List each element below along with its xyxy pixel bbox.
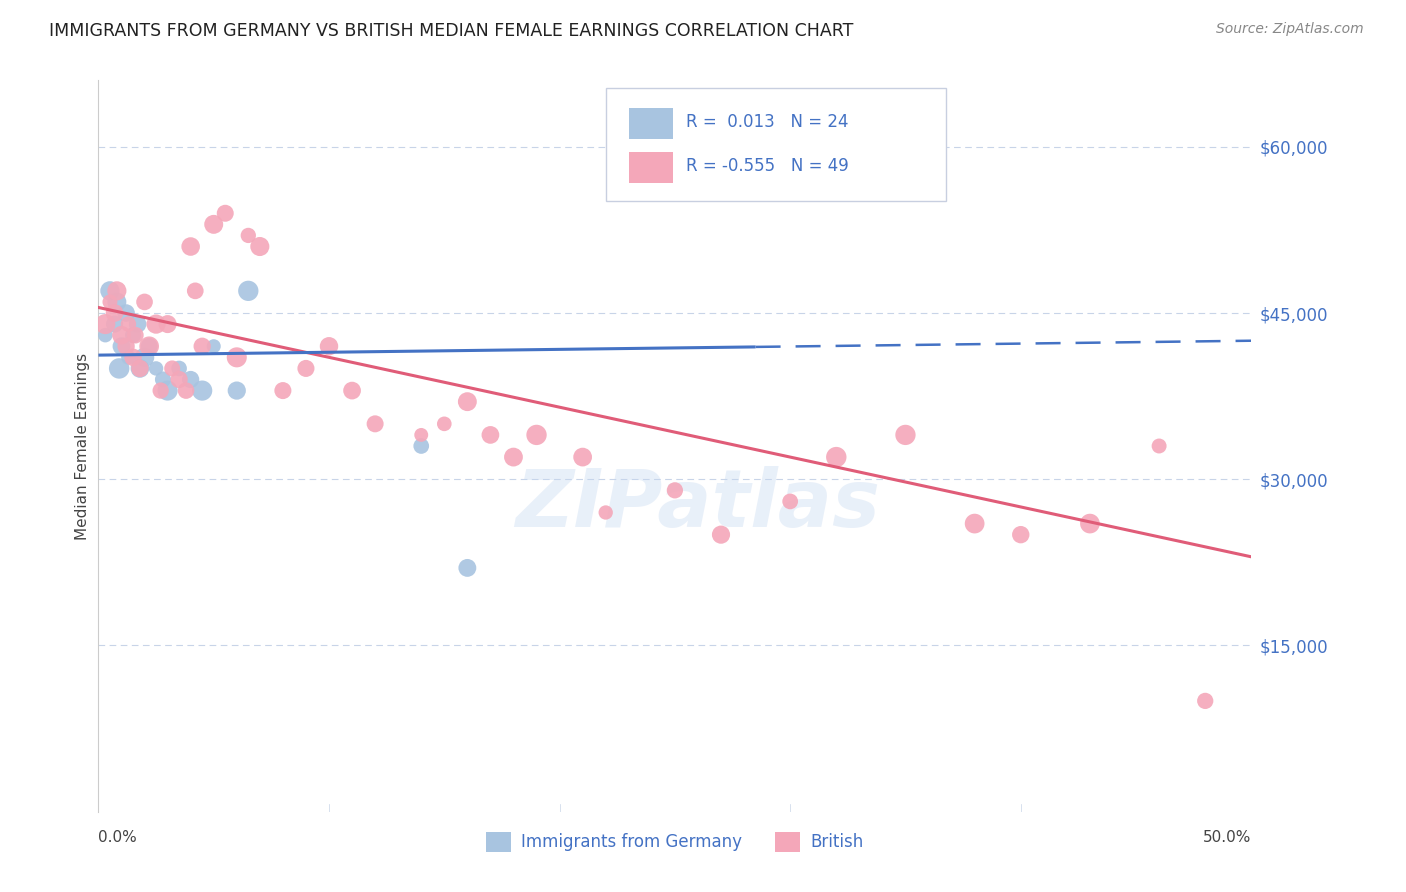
Point [710, 527, 733, 541]
Point [122, 351, 145, 365]
Point [108, 361, 131, 376]
Point [1078, 516, 1101, 531]
Point [779, 494, 801, 508]
Point [103, 306, 125, 320]
Point [156, 384, 179, 398]
Point [160, 361, 183, 376]
Point [105, 284, 128, 298]
Point [1147, 439, 1170, 453]
Point [149, 384, 172, 398]
Point [167, 361, 190, 376]
Point [134, 351, 156, 365]
Point [152, 372, 174, 386]
Point [98, 294, 121, 309]
Point [138, 339, 160, 353]
Text: IMMIGRANTS FROM GERMANY VS BRITISH MEDIAN FEMALE EARNINGS CORRELATION CHART: IMMIGRANTS FROM GERMANY VS BRITISH MEDIA… [49, 22, 853, 40]
Point [963, 516, 986, 531]
Point [129, 361, 152, 376]
Point [94, 328, 117, 343]
Point [115, 306, 138, 320]
Point [145, 361, 167, 376]
Point [249, 239, 271, 253]
Point [115, 339, 138, 353]
Point [105, 294, 128, 309]
Text: ZIPatlas: ZIPatlas [516, 466, 880, 543]
Point [411, 428, 433, 442]
Point [156, 317, 179, 331]
Point [127, 317, 149, 331]
Point [138, 339, 160, 353]
Point [214, 206, 236, 220]
Text: R =  0.013   N = 24: R = 0.013 N = 24 [686, 113, 849, 131]
Point [318, 339, 340, 353]
Point [238, 284, 260, 298]
Point [225, 351, 247, 365]
Point [145, 317, 167, 331]
FancyBboxPatch shape [628, 108, 672, 139]
Point [479, 428, 502, 442]
Point [456, 394, 478, 409]
Point [124, 328, 146, 343]
Point [174, 384, 197, 398]
Point [502, 450, 524, 464]
Point [825, 450, 848, 464]
Point [526, 428, 548, 442]
Point [456, 561, 478, 575]
Point [98, 284, 121, 298]
Text: Source: ZipAtlas.com: Source: ZipAtlas.com [1216, 22, 1364, 37]
Point [191, 339, 214, 353]
Point [191, 384, 214, 398]
Point [167, 372, 190, 386]
Point [595, 506, 617, 520]
Text: 0.0%: 0.0% [98, 830, 138, 845]
Point [117, 351, 139, 365]
Point [129, 361, 152, 376]
Point [340, 384, 363, 398]
Point [411, 439, 433, 453]
Point [225, 384, 247, 398]
Point [271, 384, 294, 398]
Point [238, 228, 260, 243]
FancyBboxPatch shape [606, 87, 946, 201]
Text: R = -0.555   N = 49: R = -0.555 N = 49 [686, 157, 849, 175]
Point [94, 317, 117, 331]
Point [122, 328, 145, 343]
Point [894, 428, 917, 442]
FancyBboxPatch shape [628, 152, 672, 183]
Point [202, 218, 225, 232]
Point [433, 417, 456, 431]
Point [364, 417, 387, 431]
Point [184, 284, 207, 298]
Point [110, 328, 132, 343]
Point [110, 339, 132, 353]
Point [202, 339, 225, 353]
Y-axis label: Median Female Earnings: Median Female Earnings [75, 352, 90, 540]
Point [1010, 527, 1032, 541]
Point [103, 317, 125, 331]
Legend: Immigrants from Germany, British: Immigrants from Germany, British [479, 826, 870, 858]
Text: 50.0%: 50.0% [1204, 830, 1251, 845]
Point [117, 317, 139, 331]
Point [180, 372, 202, 386]
Point [180, 239, 202, 253]
Point [1194, 694, 1216, 708]
Point [295, 361, 318, 376]
Point [134, 294, 156, 309]
Point [571, 450, 593, 464]
Point [664, 483, 686, 498]
